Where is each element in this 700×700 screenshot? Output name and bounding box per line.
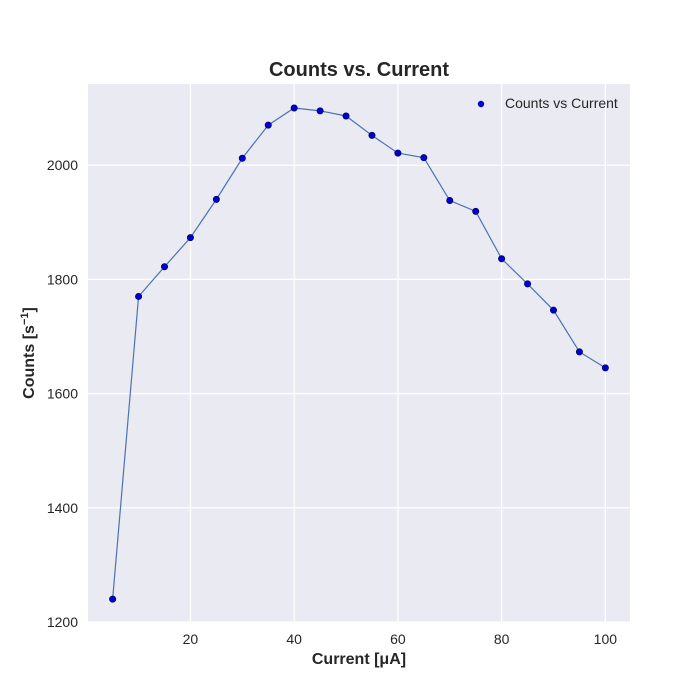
data-point xyxy=(161,263,169,271)
y-axis-title-close: ] xyxy=(21,307,38,312)
plot-background xyxy=(88,84,630,622)
y-axis-title-main: Counts [s xyxy=(21,325,38,399)
x-tick-label: 100 xyxy=(594,631,618,647)
y-axis-title-superscript: −1 xyxy=(19,313,31,326)
data-point xyxy=(290,104,298,112)
x-axis-ticks: 20 40 60 80 100 xyxy=(183,631,618,647)
legend-label: Counts vs Current xyxy=(505,95,618,111)
data-point xyxy=(472,207,480,215)
y-tick-label: 1400 xyxy=(47,500,78,516)
data-point xyxy=(342,112,350,120)
y-tick-label: 1200 xyxy=(47,614,78,630)
data-point xyxy=(264,121,272,129)
y-tick-label: 1800 xyxy=(47,271,78,287)
series-lines xyxy=(112,107,606,600)
y-axis-title: Counts [s−1] xyxy=(19,307,38,399)
data-point xyxy=(135,292,143,300)
data-point xyxy=(601,364,609,372)
data-point xyxy=(212,195,220,203)
data-point xyxy=(420,154,428,162)
grid-lines xyxy=(88,84,630,623)
legend: Counts vs Current xyxy=(477,95,618,111)
series-points xyxy=(109,104,609,603)
data-point xyxy=(316,107,324,115)
data-point xyxy=(186,234,194,242)
data-point xyxy=(368,131,376,139)
y-tick-label: 2000 xyxy=(47,157,78,173)
y-tick-label: 1600 xyxy=(47,386,78,402)
x-tick-label: 60 xyxy=(390,631,406,647)
data-point xyxy=(394,149,402,157)
x-axis-title: Current [μA] xyxy=(312,651,406,668)
y-axis-ticks: 1200 1400 1600 1800 2000 xyxy=(47,157,78,630)
x-tick-label: 20 xyxy=(183,631,199,647)
data-point xyxy=(498,255,506,263)
data-point xyxy=(575,348,583,356)
x-tick-label: 40 xyxy=(286,631,302,647)
data-point xyxy=(238,154,246,162)
data-point xyxy=(524,280,532,288)
series-line xyxy=(112,107,606,600)
x-tick-label: 80 xyxy=(494,631,510,647)
legend-marker xyxy=(477,100,485,108)
data-point xyxy=(549,306,557,314)
data-point xyxy=(446,197,454,205)
data-point xyxy=(109,595,117,603)
chart-title: Counts vs. Current xyxy=(269,59,449,81)
